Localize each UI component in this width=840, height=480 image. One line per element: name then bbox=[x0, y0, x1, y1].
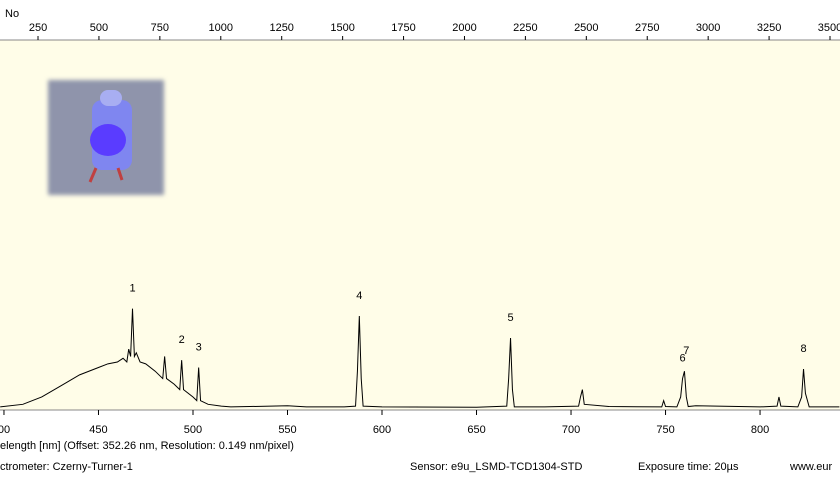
peak-label: 1 bbox=[129, 283, 135, 295]
peak-label: 6 bbox=[679, 352, 685, 364]
peak-label: 4 bbox=[356, 290, 362, 302]
tick-label: 2250 bbox=[513, 22, 537, 34]
tick-label: 750 bbox=[656, 424, 674, 436]
tick-label: 250 bbox=[29, 22, 47, 34]
footer-text: www.eur bbox=[789, 461, 833, 473]
tick-label: 550 bbox=[278, 424, 296, 436]
tick-label: 600 bbox=[373, 424, 391, 436]
tick-label: 3000 bbox=[696, 22, 720, 34]
x-axis-label: elength [nm] (Offset: 352.26 nm, Resolut… bbox=[0, 440, 294, 452]
tick-label: 450 bbox=[89, 424, 107, 436]
tick-label: 1500 bbox=[330, 22, 354, 34]
peak-label: 3 bbox=[196, 341, 202, 353]
peak-label: 5 bbox=[507, 312, 513, 324]
spectrum-line bbox=[0, 308, 840, 408]
tick-label: 800 bbox=[751, 424, 769, 436]
tick-label: 00 bbox=[0, 424, 10, 436]
tick-label: 500 bbox=[184, 424, 202, 436]
tick-label: 1750 bbox=[391, 22, 415, 34]
tick-label: 650 bbox=[467, 424, 485, 436]
tick-label: 2000 bbox=[452, 22, 476, 34]
peak-label: 2 bbox=[179, 334, 185, 346]
tick-label: 3500 bbox=[818, 22, 840, 34]
footer-text: Sensor: e9u_LSMD-TCD1304-STD bbox=[410, 461, 582, 473]
top-axis-label: No bbox=[5, 8, 19, 20]
tick-label: 1250 bbox=[269, 22, 293, 34]
tick-label: 750 bbox=[151, 22, 169, 34]
tick-label: 3250 bbox=[757, 22, 781, 34]
tick-label: 2750 bbox=[635, 22, 659, 34]
tick-label: 2500 bbox=[574, 22, 598, 34]
peak-label: 7 bbox=[683, 345, 689, 357]
photo bbox=[48, 80, 164, 195]
tick-label: 500 bbox=[90, 22, 108, 34]
footer-text: Exposure time: 20µs bbox=[638, 461, 739, 473]
tick-label: 700 bbox=[562, 424, 580, 436]
tick-label: 1000 bbox=[209, 22, 233, 34]
peak-label: 8 bbox=[800, 343, 806, 355]
footer-text: ctrometer: Czerny-Turner-1 bbox=[0, 461, 133, 473]
